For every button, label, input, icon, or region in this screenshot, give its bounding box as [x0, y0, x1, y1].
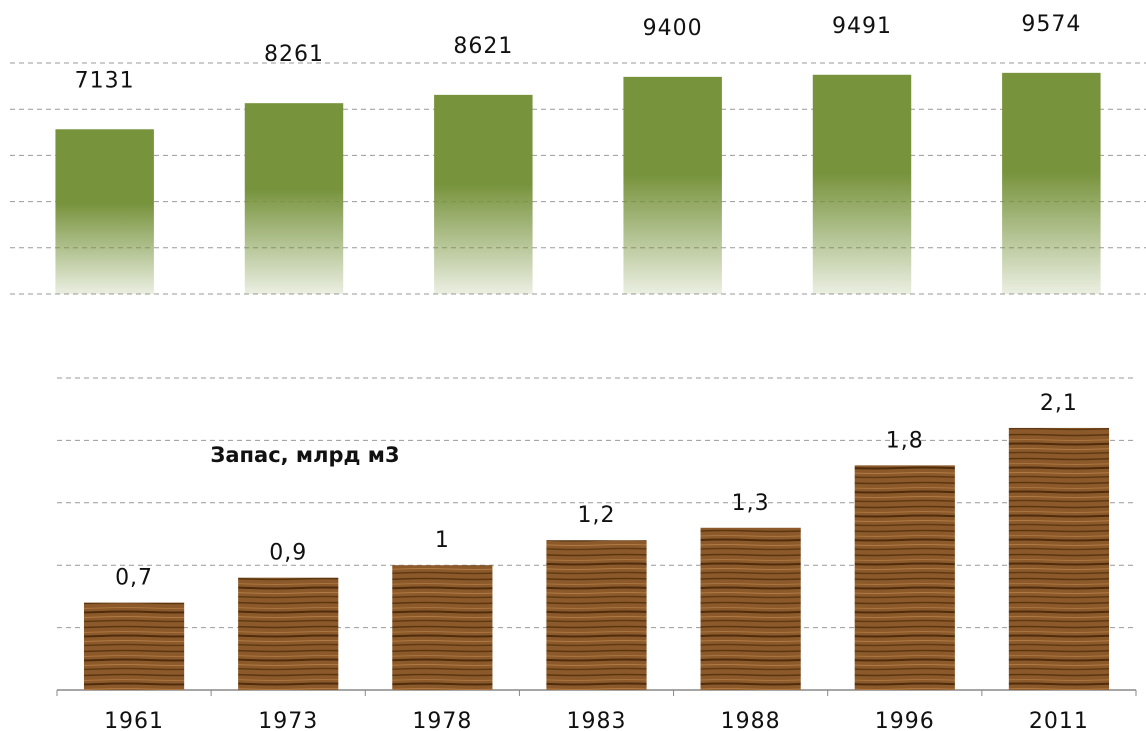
bar [546, 540, 647, 690]
x-tick-label: 1996 [875, 709, 935, 731]
x-tick-label: 2011 [1029, 709, 1089, 731]
bar [83, 602, 185, 690]
value-label: 9574 [1021, 12, 1081, 37]
bar [1002, 72, 1101, 294]
value-label: 1,2 [578, 503, 616, 528]
bar [854, 465, 955, 690]
value-label: 1 [435, 528, 450, 553]
value-label: 2,1 [1040, 391, 1078, 416]
x-tick-label: 1973 [258, 709, 318, 731]
bar [812, 74, 912, 294]
value-label: 8621 [453, 34, 513, 59]
x-tick-label: 1978 [412, 709, 472, 731]
value-label: 1,3 [732, 491, 770, 516]
bar [238, 577, 339, 690]
x-tick-label: 1983 [567, 709, 627, 731]
value-label: 1,8 [886, 428, 924, 453]
bar [1008, 427, 1110, 690]
value-label: 0,7 [115, 566, 153, 591]
value-label: 8261 [264, 42, 324, 67]
value-label: 7131 [75, 68, 135, 93]
bar [55, 129, 154, 294]
bar [392, 565, 493, 690]
bar [434, 94, 533, 295]
value-label: 9400 [643, 16, 703, 41]
x-tick-label: 1961 [104, 709, 164, 731]
bar [700, 527, 801, 690]
value-label: 0,9 [269, 541, 307, 566]
x-tick-label: 1988 [721, 709, 781, 731]
value-label: 9491 [832, 14, 892, 39]
bar [244, 103, 344, 294]
bar [623, 76, 722, 294]
annotation: Запас, млрд м3 [210, 443, 400, 467]
